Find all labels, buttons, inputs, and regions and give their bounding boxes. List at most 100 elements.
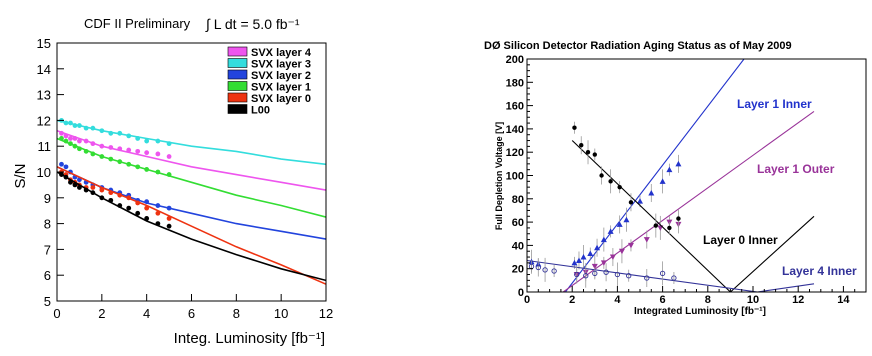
d0-data-point — [675, 160, 682, 167]
cdf-data-point — [72, 182, 78, 188]
cdf-data-point — [72, 143, 78, 149]
cdf-data-point — [117, 146, 123, 152]
d0-data-point — [594, 244, 601, 251]
cdf-data-point — [117, 203, 123, 208]
cdf-legend-label: SVX layer 4 — [251, 47, 312, 59]
cdf-y-tick-label: 12 — [37, 113, 51, 128]
cdf-data-point — [108, 130, 114, 136]
cdf-x-tick-label: 2 — [98, 306, 105, 321]
d0-data-point — [607, 228, 614, 234]
cdf-legend-label: SVX layer 3 — [251, 59, 311, 71]
d0-data-point — [608, 179, 613, 184]
cdf-data-point — [77, 185, 82, 190]
d0-data-point — [644, 275, 650, 281]
cdf-data-point — [59, 130, 64, 136]
cdf-data-point — [68, 179, 73, 185]
cdf-legend-swatch — [227, 46, 248, 57]
cdf-data-point — [99, 195, 105, 201]
d0-data-point — [574, 271, 580, 278]
cdf-axis-ticks: 0 2 4 6 8 10 12 5 6 7 8 9 10 11 12 13 14 15 — [37, 36, 334, 321]
annotation-layer4-inner: Layer 4 Inner — [782, 264, 857, 278]
cdf-data-point — [99, 154, 105, 159]
d0-y-tick-label: 100 — [506, 171, 524, 183]
d0-data-point — [671, 275, 677, 281]
d0-data-point — [616, 221, 623, 227]
cdf-data-point — [108, 145, 114, 150]
d0-y-axis-label: Full Depletion Voltage [V] — [494, 122, 504, 230]
cdf-data-point — [63, 120, 69, 126]
cdf-data-point — [117, 192, 123, 198]
cdf-legend-swatch — [227, 58, 248, 68]
cdf-fit-line — [57, 137, 326, 218]
cdf-x-tick-label: 0 — [53, 306, 60, 321]
cdf-legend-label: SVX layer 2 — [251, 70, 311, 82]
cdf-data-point — [155, 210, 161, 216]
cdf-data-point — [68, 136, 73, 141]
cdf-data-point — [166, 205, 172, 211]
cdf-data-point — [63, 164, 69, 170]
cdf-legend-label: L00 — [251, 105, 270, 117]
d0-y-tick-label: 200 — [506, 54, 524, 66]
cdf-data-point — [144, 150, 150, 156]
cdf-y-tick-label: 8 — [44, 217, 51, 232]
cdf-y-tick-label: 14 — [37, 62, 51, 77]
d0-y-tick-label: 40 — [512, 240, 524, 252]
cdf-x-tick-label: 8 — [233, 306, 240, 321]
cdf-data-point — [155, 151, 161, 157]
cdf-data-point — [166, 216, 172, 221]
d0-data-point — [580, 254, 587, 260]
d0-data-point — [626, 273, 632, 279]
cdf-data-point — [90, 151, 96, 157]
cdf-y-tick-label: 6 — [44, 268, 51, 283]
cdf-data-point — [99, 143, 105, 149]
d0-data-point — [609, 254, 616, 261]
d0-data-point — [571, 259, 578, 266]
cdf-x-tick-label: 4 — [143, 306, 150, 321]
d0-data-point — [572, 125, 577, 130]
d0-y-tick-label: 60 — [512, 217, 524, 229]
d0-y-tick-label: 160 — [506, 101, 524, 113]
d0-x-tick-label: 0 — [524, 294, 530, 306]
cdf-plot-area — [57, 118, 326, 285]
d0-data-point — [579, 143, 584, 148]
cdf-data-point — [108, 197, 114, 203]
d0-x-tick-label: 4 — [614, 294, 621, 306]
cdf-data-point — [166, 223, 172, 229]
cdf-y-tick-label: 11 — [38, 139, 52, 154]
cdf-legend-label: SVX layer 0 — [251, 93, 311, 105]
d0-data-point — [583, 273, 589, 279]
d0-data-point — [666, 166, 673, 173]
cdf-data-point — [63, 174, 69, 180]
d0-x-tick-label: 8 — [705, 294, 711, 306]
cdf-data-point — [144, 167, 150, 172]
cdf-data-point — [126, 147, 132, 153]
d0-x-tick-label: 14 — [837, 294, 850, 306]
cdf-data-point — [144, 138, 150, 144]
d0-data-point — [637, 198, 643, 204]
d0-x-tick-label: 10 — [747, 294, 759, 306]
cdf-y-tick-label: 10 — [37, 165, 51, 180]
d0-data-point — [628, 200, 634, 205]
cdf-legend-swatch — [227, 69, 248, 80]
cdf-y-axis-label: S/N — [12, 163, 29, 188]
cdf-data-point — [144, 205, 150, 211]
cdf-y-tick-label: 15 — [37, 36, 51, 51]
cdf-fit-line — [57, 166, 326, 240]
annotation-layer1-outer: Layer 1 Outer — [757, 162, 835, 176]
d0-x-tick-label: 2 — [569, 294, 575, 306]
d0-data-point — [648, 189, 655, 196]
cdf-data-point — [135, 164, 141, 170]
d0-title: DØ Silicon Detector Radiation Aging Stat… — [484, 40, 792, 52]
cdf-x-axis-label: Integ. Luminosity [fb⁻¹] — [174, 330, 325, 347]
d0-data-point — [603, 269, 609, 275]
cdf-data-point — [59, 172, 64, 177]
cdf-data-point — [126, 161, 132, 167]
cdf-data-point — [59, 161, 64, 167]
cdf-data-point — [135, 210, 141, 216]
d0-data-point — [592, 152, 597, 157]
cdf-legend-swatch — [227, 81, 248, 91]
cdf-data-point — [117, 130, 123, 136]
cdf-data-point — [166, 141, 172, 147]
